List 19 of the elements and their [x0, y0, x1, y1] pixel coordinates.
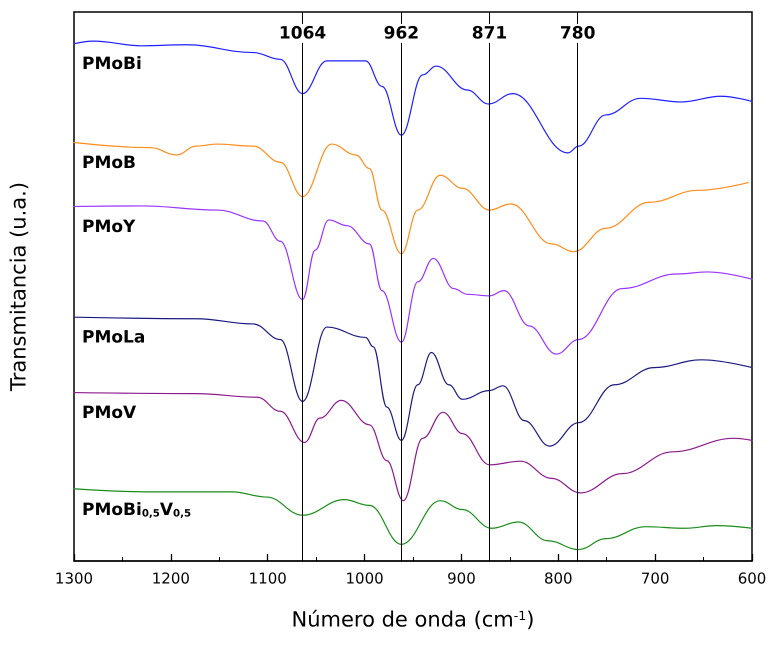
x-tick-label: 1000 [345, 570, 384, 588]
x-tick-label: 1200 [152, 570, 190, 588]
y-axis-title: Transmitancia (u.a.) [6, 182, 30, 392]
ref-line-label: 1064 [278, 23, 326, 44]
series-label: PMoBi0,5V0,5 [82, 500, 192, 520]
x-tick-label: 1100 [248, 570, 287, 588]
x-tick-label: 800 [544, 570, 573, 588]
series-label: PMoV [82, 403, 138, 424]
x-tick-label: 900 [447, 570, 476, 588]
x-tick-label: 1300 [54, 570, 94, 588]
series-label: PMoB [82, 152, 136, 173]
ref-line-label: 962 [384, 23, 420, 44]
ref-line-label: 780 [560, 23, 596, 44]
x-tick-label: 600 [738, 570, 766, 588]
series-label: PMoLa [82, 328, 146, 348]
x-tick-label: 700 [640, 570, 670, 588]
series-label: PMoBi [82, 54, 142, 74]
series-label: PMoY [82, 216, 136, 237]
ref-line-label: 871 [472, 23, 508, 44]
